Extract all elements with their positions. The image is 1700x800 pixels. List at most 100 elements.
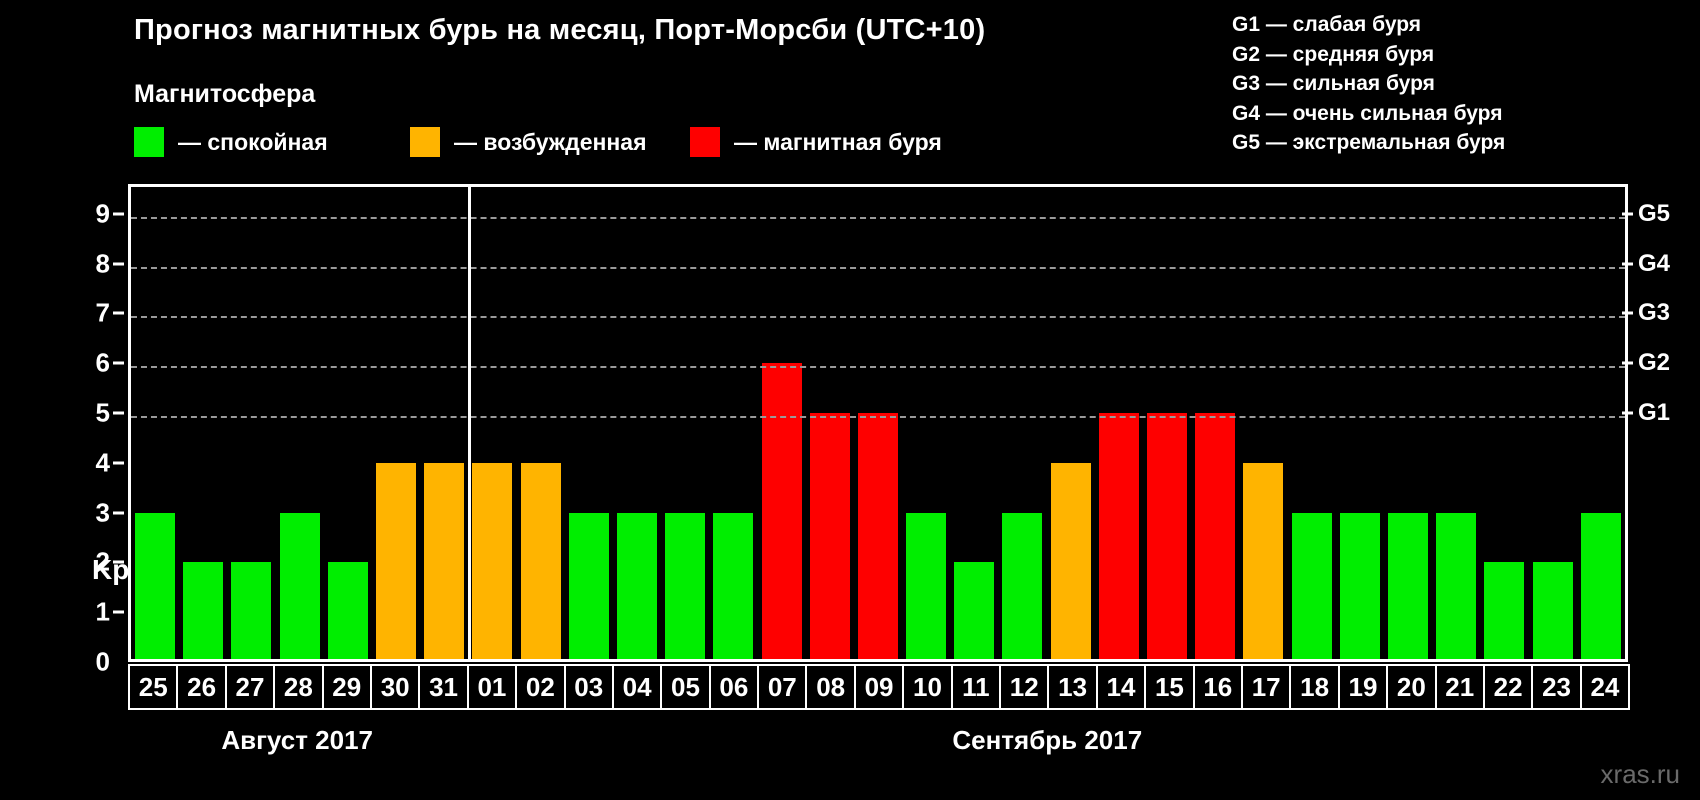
bar (424, 462, 465, 662)
date-label-cell: 27 (224, 664, 276, 710)
date-label-cell: 26 (176, 664, 227, 710)
bar (1339, 512, 1380, 662)
x-axis-baseline (128, 659, 1628, 662)
bar-cell (950, 187, 998, 662)
y-axis-tick-label: 3 (95, 497, 110, 528)
bar (857, 413, 898, 662)
bar-cell (1143, 187, 1191, 662)
bar-cell (1288, 187, 1336, 662)
bar-cell (1336, 187, 1384, 662)
date-label-cell: 14 (1095, 664, 1147, 710)
bar-cell (1384, 187, 1432, 662)
date-label-cell: 07 (757, 664, 808, 710)
date-axis: 25 26 27 28 29 30 31 01 02 03 04 05 06 07 08 09 10 11 12 13… (128, 664, 1631, 710)
date-label-cell: 18 (1289, 664, 1340, 710)
y-axis-tick-label: 9 (95, 198, 110, 229)
date-label-cell: 16 (1192, 664, 1243, 710)
y-axis-tick-label: 1 (95, 596, 110, 627)
chart-plot-area (128, 184, 1628, 662)
bar-cell (227, 187, 275, 662)
y-axis-tick-mark (113, 212, 124, 216)
gridline (131, 266, 1625, 269)
y-axis-tick-label: 8 (95, 248, 110, 279)
y-axis-tick-mark (113, 311, 124, 315)
y-axis-tick-label: 5 (95, 397, 110, 428)
date-label-cell: 29 (321, 664, 372, 710)
bar-cell (1191, 187, 1239, 662)
date-label-cell: 12 (999, 664, 1050, 710)
date-label-cell: 10 (902, 664, 953, 710)
legend-item: — спокойная (134, 125, 328, 159)
date-label-cell: 09 (853, 664, 905, 710)
bar (1147, 413, 1188, 662)
date-label-cell: 20 (1386, 664, 1437, 710)
g-axis-tick-label: G2 (1638, 349, 1671, 377)
bar-cell (806, 187, 854, 662)
bar (520, 462, 561, 662)
bar (1002, 512, 1043, 662)
bar (1291, 512, 1332, 662)
date-label-cell: 06 (708, 664, 760, 710)
watermark: xras.ru (1600, 759, 1680, 789)
bar (906, 512, 947, 662)
date-label-cell: 24 (1579, 664, 1631, 710)
bar-cell (902, 187, 950, 662)
bar (1050, 462, 1091, 662)
g-scale-row: G4 — очень сильная буря (1232, 101, 1503, 125)
page-title: Прогноз магнитных бурь на месяц, Порт-Мо… (134, 14, 986, 46)
month-caption: Сентябрь 2017 (952, 725, 1143, 755)
y-axis-tick-label: 2 (95, 546, 110, 577)
bar (183, 562, 224, 662)
legend-item: — магнитная буря (690, 125, 942, 159)
month-caption: Август 2017 (221, 725, 374, 755)
bar (1195, 413, 1236, 662)
y-axis-tick-mark (113, 511, 124, 515)
g-axis-tick-mark (1622, 212, 1633, 216)
bar (568, 512, 609, 662)
g-scale-row: G3 — сильная буря (1232, 72, 1435, 95)
bar-cell (1047, 187, 1095, 662)
gridline (131, 216, 1625, 219)
bar (472, 462, 513, 662)
bar-cell (757, 187, 805, 662)
legend-color-swatch (690, 127, 720, 157)
g-scale-row: G5 — экстремальная буря (1232, 131, 1506, 154)
g-axis-tick-label: G4 (1638, 249, 1671, 277)
g-axis-tick-mark (1622, 361, 1633, 365)
bar (1098, 413, 1139, 662)
bar-cell (565, 187, 613, 662)
g-axis-tick-label: G1 (1638, 399, 1671, 427)
gridline (131, 316, 1625, 319)
legend-label: — спокойная (178, 128, 328, 155)
bar-cell (276, 187, 324, 662)
magnetosphere-heading: Магнитосфера (134, 80, 316, 108)
legend-item: — возбужденная (410, 125, 647, 159)
date-label-cell: 15 (1144, 664, 1195, 710)
y-axis: Kp 0 1 2 3 4 5 6 7 8 9 (60, 184, 129, 676)
date-label-cell: 17 (1240, 664, 1292, 710)
date-label-cell: 31 (418, 664, 469, 710)
date-label-cell: 19 (1337, 664, 1389, 710)
g-scale-row: G2 — средняя буря (1232, 42, 1435, 66)
bar-cell (1480, 187, 1528, 662)
bar (1484, 562, 1525, 662)
bar-cell (1528, 187, 1576, 662)
date-label-cell: 11 (950, 664, 1002, 710)
y-axis-tick-mark (113, 560, 124, 564)
g-scale-legend: G1 — слабая буря G2 — средняя буря G3 — си… (1232, 10, 1505, 158)
bar-cell (324, 187, 372, 662)
bar-cell (661, 187, 709, 662)
date-label-cell: 23 (1531, 664, 1582, 710)
legend-label: — возбужденная (454, 128, 647, 155)
bar-cell (517, 187, 565, 662)
bar-cell (1432, 187, 1480, 662)
y-axis-tick-mark (113, 262, 124, 266)
bar (1580, 512, 1621, 662)
bar-cell (854, 187, 902, 662)
date-label-cell: 01 (466, 664, 518, 710)
bar (327, 562, 368, 662)
bar-cell (372, 187, 420, 662)
y-axis-tick-label: 6 (95, 347, 110, 378)
date-label-cell: 13 (1047, 664, 1098, 710)
date-label-cell: 02 (515, 664, 566, 710)
